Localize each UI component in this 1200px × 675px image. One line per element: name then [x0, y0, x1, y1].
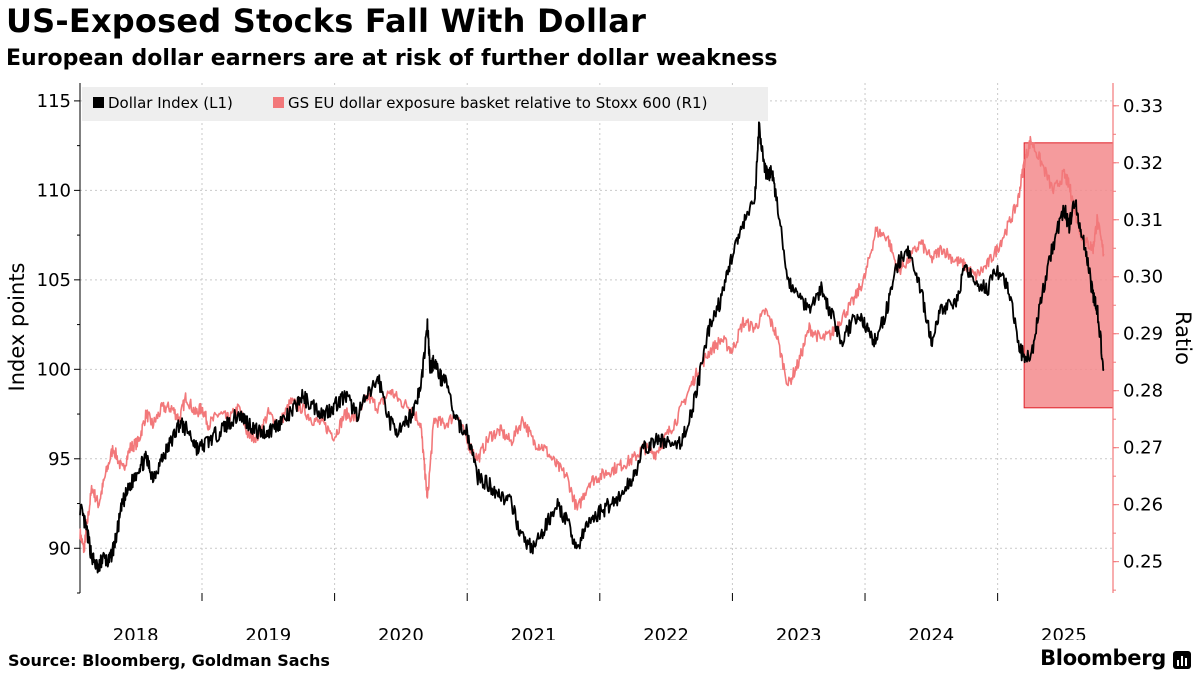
y-tick-label-right: 0.29 [1123, 324, 1163, 345]
y-tick-label-right: 0.31 [1123, 210, 1163, 231]
y-axis-label-right: Ratio [1171, 311, 1195, 365]
right-axis: 0.25 0.26 0.27 0.28 0.29 0.30 0.31 0.32 0.33 [1112, 83, 1163, 593]
x-tick-label: 2018 [113, 625, 159, 640]
x-axis: 2018 2019 2020 2021 2022 2023 2024 2025 [113, 593, 1087, 640]
y-tick-label-left: 95 [48, 449, 71, 470]
x-tick-label: 2022 [643, 625, 689, 640]
legend-label-dollar: Dollar Index (L1) [108, 94, 233, 112]
x-tick-label: 2025 [1041, 625, 1087, 640]
bloomberg-icon [1173, 651, 1191, 669]
y-tick-label-right: 0.27 [1123, 438, 1163, 459]
x-tick-label: 2021 [511, 625, 557, 640]
y-tick-label-right: 0.30 [1123, 267, 1163, 288]
source-note: Source: Bloomberg, Goldman Sachs [8, 651, 330, 670]
chart-title: US-Exposed Stocks Fall With Dollar [6, 2, 647, 40]
y-tick-label-left: 105 [37, 270, 71, 291]
line-chart: 90 95 100 105 110 115 0.25 0.26 0.27 0.28 0.29 0.3… [5, 83, 1195, 640]
x-tick-label: 2019 [245, 625, 291, 640]
x-tick-label: 2020 [378, 625, 424, 640]
x-tick-label: 2024 [908, 625, 954, 640]
y-tick-label-right: 0.25 [1123, 552, 1163, 573]
y-tick-label-right: 0.32 [1123, 153, 1163, 174]
chart-subtitle: European dollar earners are at risk of f… [6, 46, 778, 71]
y-tick-label-left: 115 [37, 91, 71, 112]
y-tick-label-right: 0.26 [1123, 495, 1163, 516]
series-line-dollar-index [79, 121, 1105, 574]
y-axis-label-left: Index points [5, 263, 29, 392]
x-tick-label: 2023 [776, 625, 822, 640]
series-line-basket [79, 135, 1105, 554]
y-tick-label-left: 100 [37, 359, 71, 380]
legend-swatch-basket [273, 97, 284, 108]
brand-logo: Bloomberg [1040, 646, 1166, 670]
y-tick-label-left: 90 [48, 538, 71, 559]
y-tick-label-right: 0.28 [1123, 381, 1163, 402]
left-axis: 90 95 100 105 110 115 [37, 83, 81, 594]
legend-label-basket: GS EU dollar exposure basket relative to… [288, 94, 707, 112]
y-tick-label-left: 110 [37, 180, 71, 201]
y-tick-label-right: 0.33 [1123, 96, 1163, 117]
legend-swatch-dollar [93, 97, 104, 108]
chart-legend: Dollar Index (L1) GS EU dollar exposure … [82, 87, 768, 121]
